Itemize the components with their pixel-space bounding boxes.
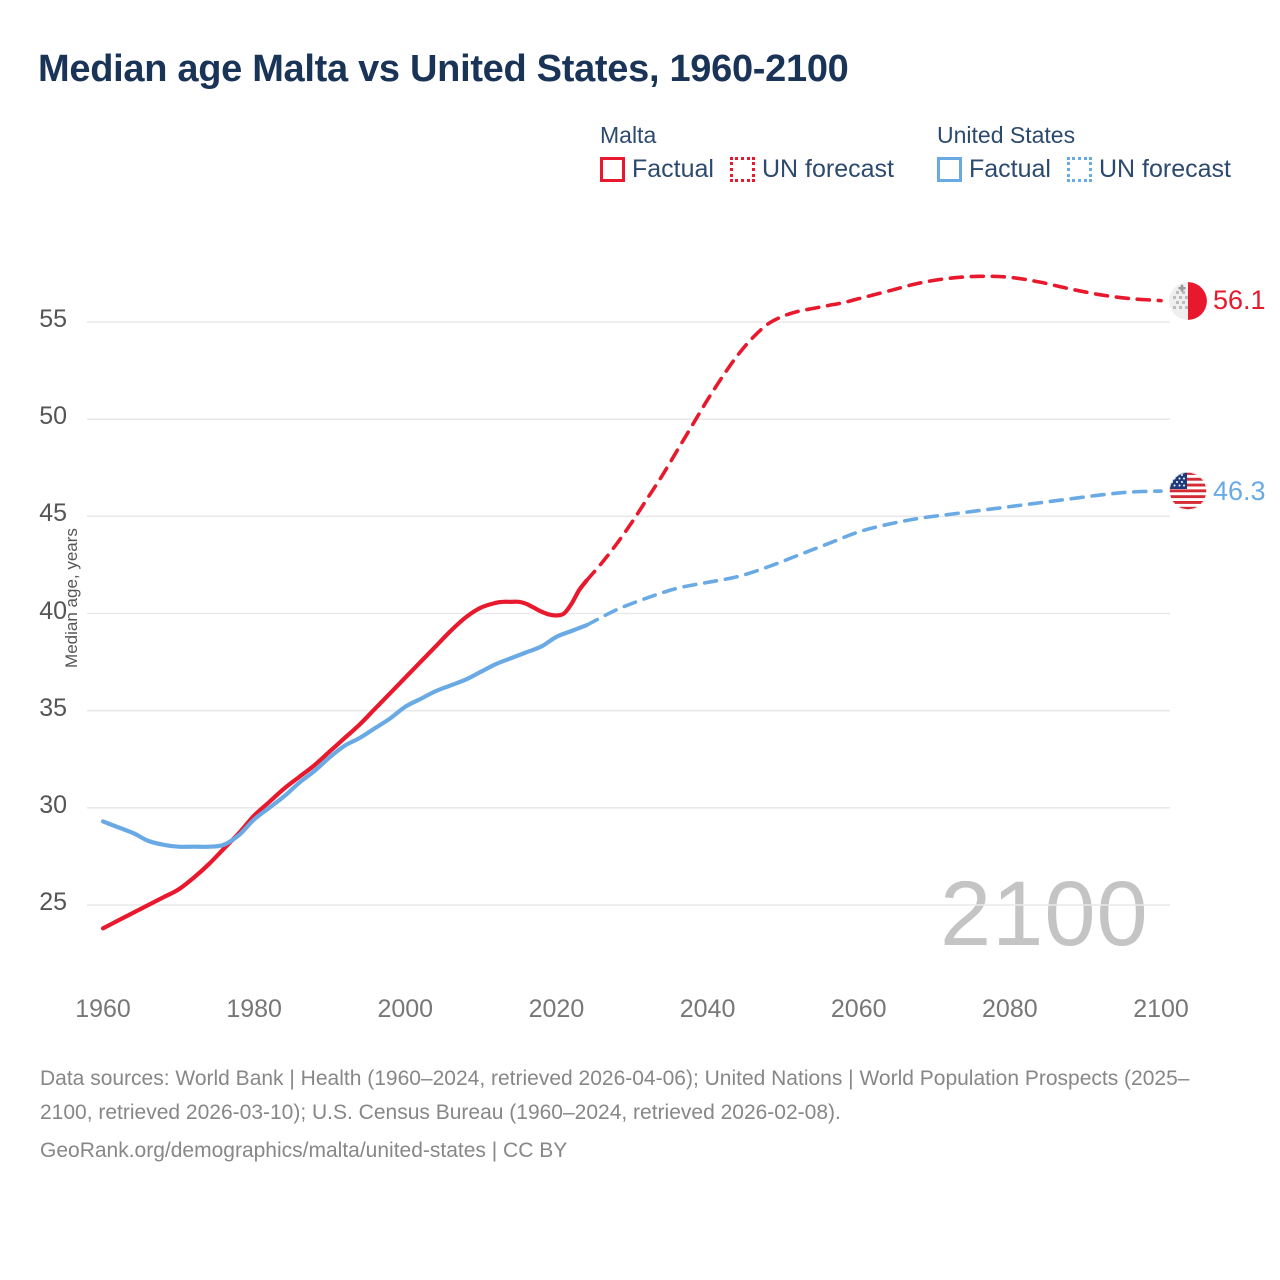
x-axis-tick-label: 1960 — [75, 995, 131, 1023]
x-axis-tick-label: 2040 — [679, 995, 736, 1023]
legend-swatch-solid-icon — [600, 157, 625, 182]
legend-item-united-states-factual[interactable]: Factual — [937, 155, 1051, 184]
x-axis-tick-label: 2080 — [982, 995, 1038, 1023]
gridlines — [87, 321, 1170, 906]
data-series-layer — [100, 274, 1163, 931]
y-axis-tick-label: 40 — [39, 596, 67, 625]
legend-swatch-dotted-icon — [1066, 157, 1092, 182]
data-sources-text: Data sources: World Bank | Health (1960–… — [40, 1067, 1190, 1124]
endpoint-value-united-states: 46.3 — [1213, 475, 1266, 506]
legend-group-malta: Malta Factual UN forecast — [600, 122, 894, 184]
endpoint-label-malta: 56.1 — [1169, 281, 1266, 320]
year-watermark: 2100 — [940, 863, 1149, 965]
chart-footer: Data sources: World Bank | Health (1960–… — [40, 1062, 1230, 1168]
series-line-united-states-factual — [100, 623, 589, 849]
legend-swatch-solid-icon — [937, 157, 962, 182]
legend-swatch-dotted-icon — [729, 157, 755, 182]
legend-label-united-states-forecast: UN forecast — [1098, 155, 1231, 183]
chart-title: Median age Malta vs United States, 1960-… — [38, 48, 849, 90]
legend-label-united-states-factual: Factual — [969, 155, 1051, 183]
y-axis-tick-label: 45 — [39, 499, 67, 528]
y-axis-tick-label: 35 — [39, 693, 67, 722]
us-flag-icon — [1169, 472, 1207, 511]
legend-item-malta-forecast[interactable]: UN forecast — [729, 155, 894, 184]
y-axis-tick-label: 25 — [39, 888, 67, 916]
endpoint-label-united-states: 46.3 — [1169, 472, 1266, 511]
x-axis-tick-label: 2000 — [377, 995, 434, 1023]
x-axis-tick-label: 2020 — [528, 995, 585, 1023]
legend-country-label-malta: Malta — [600, 122, 657, 148]
y-axis-tick-label: 55 — [39, 305, 67, 333]
y-axis-tick-label: 30 — [39, 790, 67, 819]
y-axis-tick-label: 50 — [39, 402, 67, 431]
x-axis-tick-label: 2060 — [830, 995, 887, 1023]
plot-area: Median age, years 2100 25 30 35 40 45 50 55 19… — [39, 274, 1266, 1023]
credit-text: GeoRank.org/demographics/malta/united-st… — [40, 1139, 568, 1162]
endpoint-value-malta: 56.1 — [1213, 285, 1266, 316]
series-line-malta-factual — [100, 578, 589, 931]
series-line-united-states-un-forecast — [584, 489, 1163, 627]
x-axis-tick-label: 1980 — [226, 995, 282, 1023]
malta-flag-icon — [1169, 281, 1207, 320]
legend-label-malta-forecast: UN forecast — [761, 155, 894, 183]
legend-label-malta-factual: Factual — [632, 155, 714, 183]
legend-item-malta-factual[interactable]: Factual — [600, 155, 714, 184]
series-line-malta-un-forecast — [584, 274, 1163, 583]
chart-legend: Malta Factual UN forecast United States … — [600, 122, 1260, 202]
legend-group-united-states: United States Factual UN forecast — [937, 122, 1231, 184]
legend-country-label-united-states: United States — [937, 122, 1076, 148]
legend-item-united-states-forecast[interactable]: UN forecast — [1066, 155, 1231, 184]
plot-svg — [87, 274, 1170, 931]
x-axis-tick-label: 2100 — [1133, 995, 1189, 1023]
